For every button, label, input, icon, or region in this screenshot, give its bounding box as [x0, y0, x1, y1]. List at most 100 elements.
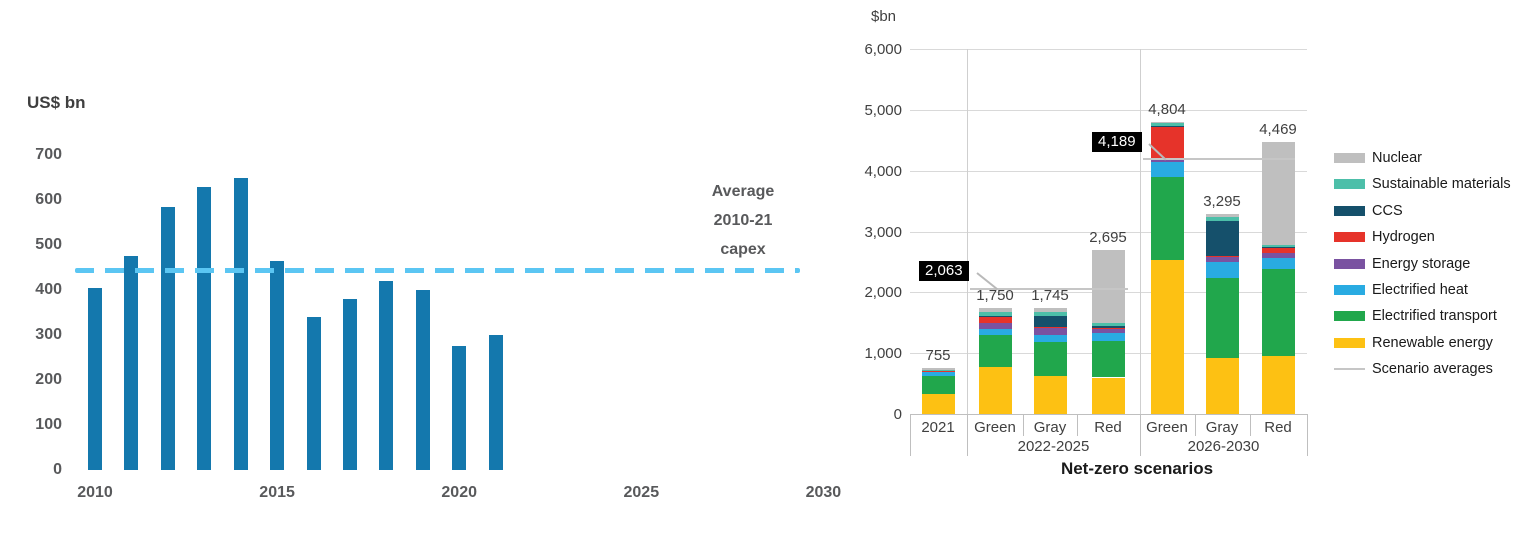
- group-tick: [1140, 414, 1141, 456]
- bar-2021-sustainable: [921, 369, 955, 371]
- legend: Nuclear Sustainable materials CCS Hydrogen E…: [1334, 150, 1534, 390]
- bar-green-storage: [1150, 158, 1184, 163]
- bar-total-label: 1,750: [976, 286, 1014, 304]
- legend-swatch-icon: [1334, 368, 1365, 371]
- bar-gray-ccs: [1033, 316, 1067, 328]
- bar-gray-storage: [1205, 256, 1239, 262]
- bar-gray-renewable: [1033, 375, 1067, 414]
- legend-label: Nuclear: [1372, 150, 1422, 166]
- bar-green-heat: [978, 329, 1012, 335]
- legend-swatch-icon: [1334, 285, 1365, 295]
- x-tick-label: 2010: [77, 484, 113, 501]
- bar-total-label: 4,469: [1259, 121, 1297, 139]
- y-tick-label: 700: [35, 146, 62, 163]
- bar-red-ccs: [1261, 246, 1295, 248]
- y-tick-label: 400: [35, 281, 62, 298]
- average-capex-annotation-line: capex: [720, 241, 766, 258]
- bar-green-storage: [978, 323, 1012, 330]
- gridline-4,000: [910, 170, 1307, 172]
- group-separator: [1140, 49, 1141, 414]
- y-tick-label: 4,000: [864, 162, 902, 180]
- bar-green-sustainable: [1150, 122, 1184, 126]
- bar-green-transport: [978, 334, 1012, 367]
- bar-total-label: 3,295: [1203, 192, 1241, 210]
- legend-item: Hydrogen: [1334, 229, 1435, 245]
- legend-label: Electrified transport: [1372, 308, 1497, 325]
- bar-green-nuclear: [978, 307, 1012, 313]
- bar-2021-hydrogen: [921, 370, 955, 372]
- bar-2021-renewable: [921, 394, 955, 414]
- y-tick-label: 600: [35, 191, 62, 208]
- scenario-average-line: [1143, 158, 1295, 161]
- bar-red-storage: [1261, 252, 1295, 258]
- capex-bar-2021: [488, 335, 503, 470]
- legend-label: Sustainable materials: [1372, 176, 1511, 193]
- scenario-average-callout: 4,189: [1092, 132, 1142, 152]
- capex-bar-2010: [88, 287, 102, 470]
- x-category-label: Red: [1264, 419, 1292, 436]
- bar-gray-heat: [1033, 334, 1067, 342]
- legend-label: Energy storage: [1372, 255, 1471, 272]
- legend-label: Electrified heat: [1372, 282, 1468, 298]
- legend-label: CCS: [1372, 202, 1403, 219]
- bar-2021-transport: [921, 375, 955, 395]
- gridline-3,000: [910, 231, 1307, 233]
- gridline-5,000: [910, 109, 1307, 111]
- y-tick-label: 6,000: [864, 41, 902, 58]
- bar-gray-transport: [1033, 341, 1067, 376]
- legend-swatch-icon: [1334, 232, 1365, 243]
- bar-red-hydrogen: [1261, 247, 1295, 253]
- category-tick: [1195, 414, 1196, 436]
- legend-item: Scenario averages: [1334, 361, 1493, 377]
- category-tick: [1023, 414, 1024, 436]
- scenario-average-callout: 2,063: [919, 261, 969, 281]
- group-tick: [1307, 414, 1308, 456]
- right-chart-axis-unit: $bn: [871, 8, 897, 25]
- bar-gray-nuclear: [1033, 307, 1067, 313]
- y-tick-label: 500: [35, 236, 62, 253]
- legend-item: Electrified transport: [1334, 308, 1497, 324]
- legend-item: Sustainable materials: [1334, 176, 1511, 192]
- capex-bar-2011: [124, 256, 139, 470]
- bar-red-renewable: [1261, 355, 1295, 414]
- bar-gray-hydrogen: [1205, 255, 1239, 257]
- average-capex-annotation-line: 2010-21: [713, 212, 773, 229]
- bar-2021-heat: [921, 372, 955, 376]
- bar-green-hydrogen: [978, 317, 1012, 324]
- y-tick-label: 200: [35, 371, 62, 388]
- x-category-label: Green: [974, 419, 1016, 436]
- group-separator: [967, 49, 968, 414]
- group-tick: [967, 414, 968, 456]
- left-chart-axis-unit: US$ bn: [27, 93, 86, 112]
- bar-red-nuclear: [1091, 250, 1125, 324]
- capex-bar-2017: [342, 299, 357, 470]
- x-tick-label: 2015: [259, 484, 295, 501]
- y-tick-label: 5,000: [864, 101, 902, 119]
- y-tick-label: 1,000: [864, 345, 902, 363]
- bar-green-renewable: [978, 366, 1012, 414]
- x-category-label: Gray: [1205, 419, 1239, 436]
- capex-bar-2014: [233, 178, 248, 470]
- bar-2021-ccs: [921, 370, 955, 371]
- legend-label: Hydrogen: [1372, 229, 1435, 246]
- bar-green-renewable: [1150, 260, 1184, 414]
- bar-gray-transport: [1205, 278, 1239, 359]
- x-group-label: 2022-2025: [1017, 438, 1090, 455]
- legend-item: Energy storage: [1334, 256, 1470, 272]
- bar-green-sustainable: [978, 312, 1012, 317]
- category-tick: [1250, 414, 1251, 436]
- average-capex-annotation-line: Average: [711, 183, 775, 200]
- bar-gray-nuclear: [1205, 213, 1239, 218]
- bar-red-heat: [1091, 333, 1125, 341]
- bar-red-sustainable: [1261, 245, 1295, 247]
- legend-swatch-icon: [1334, 205, 1365, 216]
- average-capex-line: [75, 268, 800, 274]
- bar-red-hydrogen: [1091, 327, 1125, 330]
- bar-green-nuclear: [1150, 121, 1184, 123]
- y-tick-label: 2,000: [864, 284, 902, 302]
- bar-red-sustainable: [1091, 323, 1125, 327]
- bar-green-heat: [1150, 162, 1184, 177]
- x-category-label: Green: [1146, 419, 1188, 436]
- capex-bar-2020: [452, 346, 467, 470]
